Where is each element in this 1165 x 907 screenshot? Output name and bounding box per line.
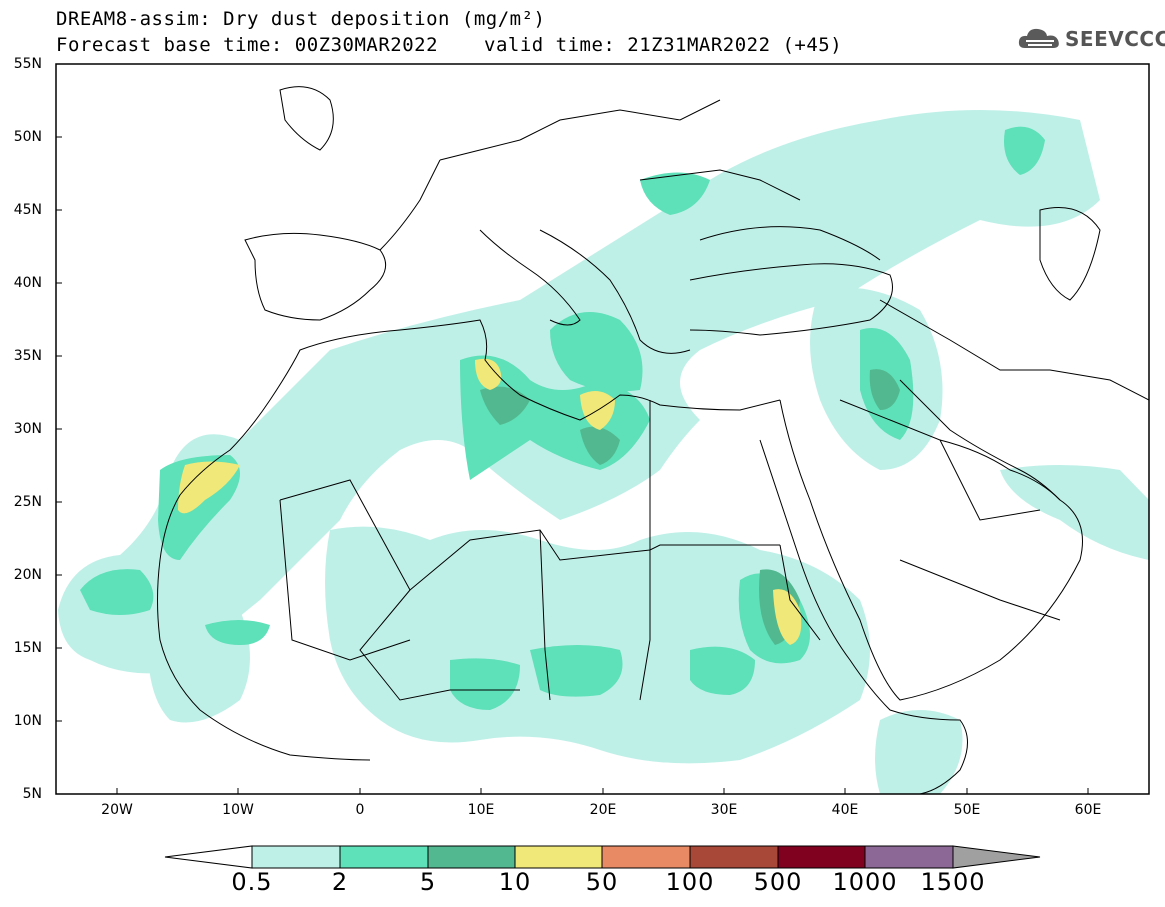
forecast-base-time: Forecast base time: 00Z30MAR2022 (56, 34, 439, 56)
lat-label-35n: 35N (13, 348, 42, 364)
lat-label-20n: 20N (13, 567, 42, 583)
colorbar-label-500: 500 (753, 868, 803, 896)
colorbar-label-5: 5 (419, 868, 437, 896)
lon-label-40e: 40E (831, 802, 859, 818)
cloud-icon (1018, 28, 1059, 48)
coastlines (157, 86, 1149, 794)
lat-label-30n: 30N (13, 421, 42, 437)
lon-label-10w: 10W (222, 802, 254, 818)
map-title: DREAM8-assim: Dry dust deposition (mg/m²… (56, 8, 546, 30)
lat-label-55n: 55N (13, 56, 42, 72)
lon-label-50e: 50E (953, 802, 981, 818)
lat-label-15n: 15N (13, 640, 42, 656)
seevccc-logo: SEEVCCC (1017, 24, 1165, 56)
colorbar-label-100: 100 (665, 868, 715, 896)
lat-label-40n: 40N (13, 275, 42, 291)
colorbar-label-0-5: 0.5 (231, 868, 273, 896)
lat-label-50n: 50N (13, 129, 42, 145)
deposition-field (58, 110, 1149, 794)
lat-label-10n: 10N (13, 713, 42, 729)
logo-text: SEEVCCC (1065, 27, 1165, 51)
colorbar-label-10: 10 (498, 868, 532, 896)
axis-ticks (56, 63, 1089, 794)
lon-label-30e: 30E (710, 802, 738, 818)
lon-label-20e: 20E (589, 802, 617, 818)
lon-label-20w: 20W (101, 802, 133, 818)
lat-label-45n: 45N (13, 202, 42, 218)
colorbar-label-1000: 1000 (832, 868, 898, 896)
lon-label-10e: 10E (467, 802, 495, 818)
lat-label-25n: 25N (13, 494, 42, 510)
colorbar-label-50: 50 (585, 868, 619, 896)
lon-label-60e: 60E (1074, 802, 1102, 818)
valid-time: valid time: 21Z31MAR2022 (+45) (484, 34, 843, 56)
lat-label-5n: 5N (22, 786, 42, 802)
colorbar-label-1500: 1500 (920, 868, 986, 896)
colorbar (164, 845, 1041, 869)
colorbar-label-2: 2 (331, 868, 349, 896)
lon-label-0: 0 (355, 802, 365, 818)
